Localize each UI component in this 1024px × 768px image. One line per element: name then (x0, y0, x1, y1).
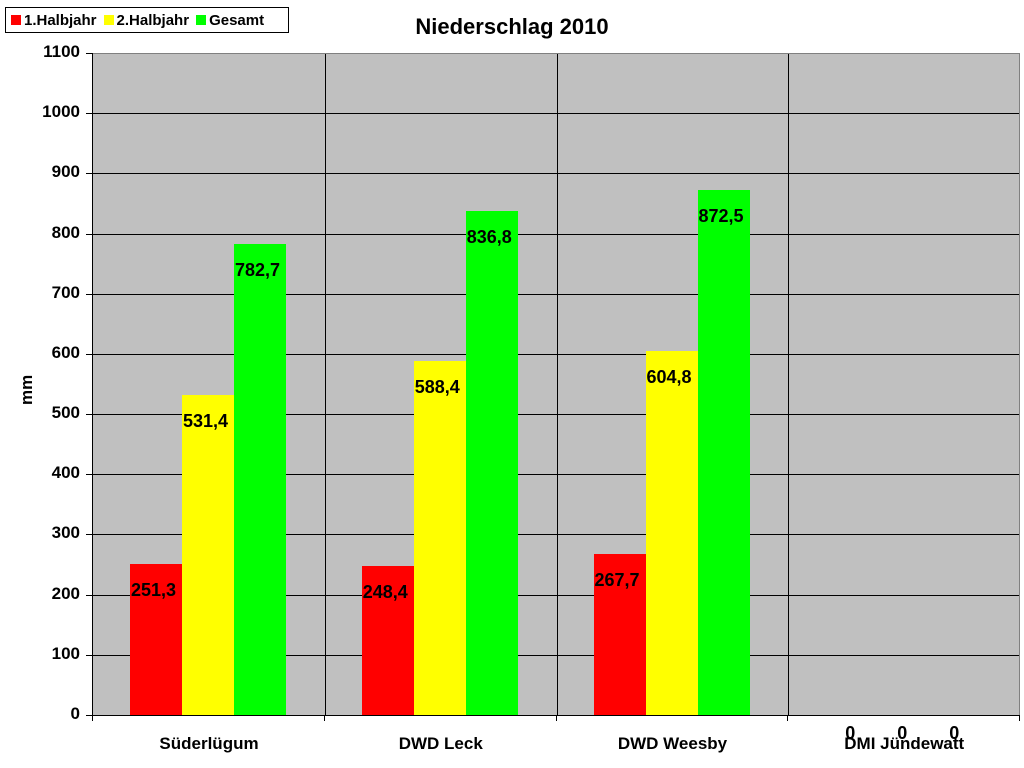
y-tick (86, 534, 92, 536)
gridline (93, 233, 1019, 235)
x-category-label: DWD Weesby (617, 734, 728, 753)
bar-value-label: 531,4 (183, 411, 229, 432)
y-tick (86, 233, 92, 235)
bar-value-label: 604,8 (646, 367, 692, 388)
y-tick-label: 400 (51, 463, 80, 483)
y-tick-label: 800 (51, 222, 80, 242)
bar (361, 565, 414, 715)
x-category-label: DMI Jündewatt (844, 734, 965, 753)
y-axis-title: mm (17, 374, 36, 405)
y-tick (86, 715, 92, 716)
bar (593, 553, 646, 715)
legend-item: 2.Halbjahr (103, 11, 190, 29)
bar-value-label: 0 (949, 723, 960, 743)
x-category-label: Süderlügum (159, 734, 259, 753)
y-tick (86, 293, 92, 295)
y-tick-label: 700 (51, 282, 80, 302)
gridline (93, 594, 1019, 596)
legend-swatch (11, 15, 21, 25)
bar-value-label: 0 (845, 723, 856, 743)
legend-item: Gesamt (196, 12, 264, 29)
y-tick-label: 900 (51, 162, 80, 182)
y-tick (86, 53, 92, 54)
y-tick (86, 654, 92, 656)
y-tick-label: 0 (70, 704, 80, 723)
y-tick-label: 600 (51, 342, 80, 362)
y-tick-label: 1000 (42, 102, 80, 122)
category-divider (325, 54, 326, 715)
gridline (93, 293, 1019, 295)
category-divider (557, 54, 558, 715)
bar-value-label: 782,7 (235, 259, 281, 280)
bar-value-label: 0 (897, 723, 908, 743)
gridline (93, 654, 1019, 656)
y-tick (86, 113, 92, 115)
x-tick (92, 715, 93, 721)
x-category-label: DWD Leck (398, 734, 483, 753)
y-tick-label: 100 (51, 643, 80, 663)
y-tick-label: 200 (51, 583, 80, 603)
y-tick (86, 414, 92, 416)
legend-label: Gesamt (209, 11, 265, 29)
bar (234, 243, 286, 715)
x-tick (556, 715, 557, 721)
bar (182, 395, 234, 715)
y-tick (86, 594, 92, 596)
legend-swatch (196, 15, 207, 25)
y-tick-label: 1100 (43, 42, 80, 61)
bar-value-label: 836,8 (466, 227, 512, 248)
y-tick-label: 500 (51, 403, 80, 423)
bar-value-label: 872,5 (698, 205, 744, 226)
y-tick-label: 300 (51, 523, 80, 543)
bar-value-label: 248,4 (362, 581, 408, 602)
plot-area (93, 53, 1020, 715)
bar (413, 360, 466, 715)
gridline (93, 173, 1019, 175)
legend-item: 1.Halbjahr (11, 12, 97, 29)
legend: 1.Halbjahr 2.Halbjahr Gesamt (5, 7, 289, 33)
y-tick (86, 353, 92, 355)
bar (645, 351, 698, 715)
y-tick (86, 474, 92, 476)
x-tick (1019, 715, 1020, 721)
gridline (93, 414, 1019, 416)
x-tick (324, 715, 325, 721)
gridline (93, 113, 1019, 115)
gridline (93, 353, 1019, 355)
bar-value-label: 267,7 (594, 569, 640, 590)
chart-title: Niederschlag 2010 (415, 14, 609, 39)
bar (697, 189, 750, 715)
gridline (93, 474, 1019, 476)
bar (130, 563, 182, 715)
legend-label: 2.Halbjahr (116, 11, 190, 29)
y-axis (92, 53, 93, 716)
bar (465, 211, 518, 715)
category-divider (788, 54, 789, 715)
bar-value-label: 251,3 (131, 579, 177, 600)
legend-swatch (103, 15, 114, 25)
gridline (93, 534, 1019, 536)
bar-value-label: 588,4 (414, 376, 460, 397)
legend-label: 1.Halbjahr (24, 11, 97, 29)
x-tick (787, 715, 788, 721)
y-tick (86, 173, 92, 175)
